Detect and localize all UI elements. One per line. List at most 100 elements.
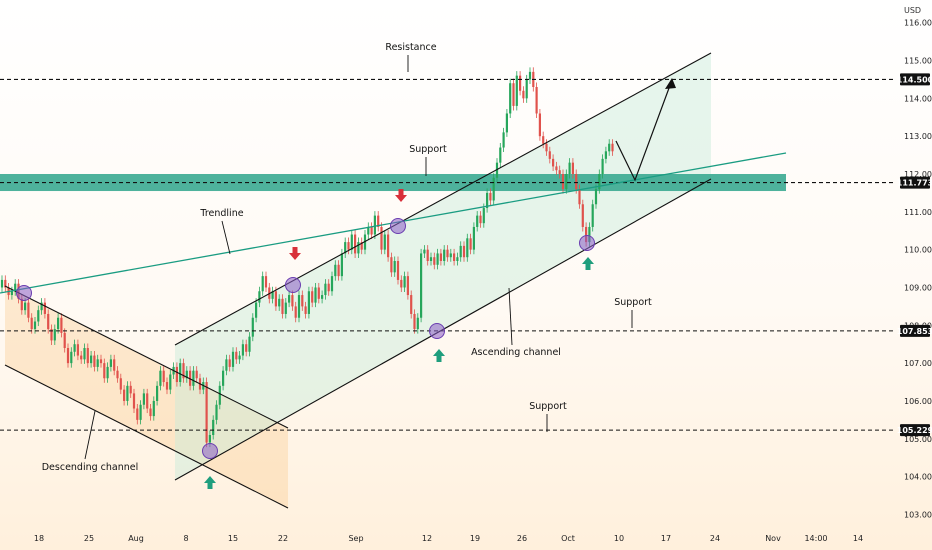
- candle-body: [439, 253, 442, 261]
- candle: [565, 169, 568, 194]
- candle: [116, 366, 119, 383]
- candle: [330, 271, 334, 296]
- candle-body: [433, 257, 436, 265]
- candle: [182, 358, 185, 383]
- price-tag-label: 107.853: [897, 327, 932, 336]
- candle-body: [40, 302, 43, 311]
- candle: [337, 260, 340, 281]
- candle-body: [390, 257, 393, 273]
- candle: [509, 78, 512, 119]
- candle: [159, 366, 162, 391]
- x-tick-label: 26: [517, 534, 527, 543]
- candle: [413, 309, 416, 334]
- x-tick-label: 25: [84, 534, 94, 543]
- candle: [492, 173, 495, 206]
- candle: [429, 252, 433, 266]
- support-low-label: Support: [529, 401, 567, 412]
- candle: [347, 237, 350, 255]
- candle-body: [297, 295, 301, 318]
- candle: [93, 351, 96, 372]
- candle: [238, 351, 241, 364]
- candle-body: [377, 215, 380, 227]
- candle-body: [545, 143, 548, 152]
- candle: [311, 286, 314, 308]
- touch-marker: [202, 443, 218, 459]
- candle-body: [222, 370, 225, 386]
- candle: [426, 245, 429, 266]
- candle-body: [436, 253, 439, 265]
- candle-body: [588, 226, 591, 243]
- x-tick-label: 22: [278, 534, 288, 543]
- support-mid-label: Support: [614, 297, 652, 308]
- candle-body: [476, 215, 479, 227]
- candle: [373, 211, 376, 240]
- ascending-channel-label: Ascending channel: [471, 347, 561, 358]
- candle: [185, 366, 188, 383]
- x-tick-label: 18: [34, 534, 44, 543]
- candle: [542, 131, 545, 149]
- candle: [479, 211, 482, 228]
- candle-body: [499, 147, 502, 163]
- candle-body: [20, 298, 23, 311]
- candle: [179, 358, 182, 387]
- candle: [80, 351, 83, 364]
- candle-body: [37, 310, 40, 322]
- candle-body: [179, 363, 182, 383]
- candle: [611, 139, 614, 156]
- candle-body: [383, 234, 386, 250]
- candle-body: [76, 344, 79, 356]
- price-tag: [900, 176, 930, 189]
- pointer-line: [221, 220, 231, 255]
- y-tick-label: 105.000: [904, 435, 932, 444]
- candle: [324, 279, 327, 300]
- candle: [258, 286, 261, 308]
- candle: [261, 271, 264, 296]
- candle-body: [152, 400, 155, 417]
- x-tick-label: 8: [183, 534, 188, 543]
- x-tick-label: 15: [228, 534, 238, 543]
- trendline-label: Trendline: [199, 208, 243, 219]
- candle-body: [70, 351, 73, 364]
- candle: [502, 127, 505, 153]
- descending-channel-upper: [4, 285, 289, 429]
- touch-marker: [429, 323, 445, 339]
- x-tick-label: Aug: [128, 534, 144, 543]
- candle-body: [462, 245, 466, 258]
- projection-path: [615, 79, 673, 182]
- candle: [354, 229, 357, 258]
- candle-body: [416, 317, 419, 330]
- candle-body: [479, 215, 482, 224]
- candle-body: [278, 298, 281, 307]
- candle: [231, 347, 235, 372]
- candle: [248, 332, 251, 357]
- candle-body: [314, 287, 317, 303]
- candle-body: [456, 257, 459, 261]
- candle: [486, 188, 489, 213]
- candle-body: [400, 279, 403, 288]
- candle-body: [453, 253, 456, 261]
- x-tick-label: 14:00: [804, 534, 827, 543]
- x-tick-label: 17: [661, 534, 671, 543]
- y-tick-label: 107.000: [904, 359, 932, 368]
- candle-body: [182, 363, 185, 379]
- candle: [578, 184, 581, 209]
- candle: [106, 362, 109, 383]
- candle-body: [519, 75, 522, 91]
- price-tag-label: 114.500: [897, 75, 932, 84]
- candle-body: [103, 363, 106, 379]
- candle-body: [337, 264, 340, 277]
- buy-arrow-icon: [582, 257, 594, 270]
- candle: [146, 388, 149, 414]
- candle-body: [248, 336, 251, 352]
- touch-marker: [579, 235, 595, 251]
- candle: [205, 377, 208, 448]
- candle: [314, 282, 317, 308]
- candle-body: [93, 355, 96, 367]
- candle-body: [53, 329, 56, 341]
- candle-body: [192, 370, 195, 386]
- candle: [436, 248, 439, 270]
- candle: [558, 165, 561, 179]
- candle: [528, 67, 532, 84]
